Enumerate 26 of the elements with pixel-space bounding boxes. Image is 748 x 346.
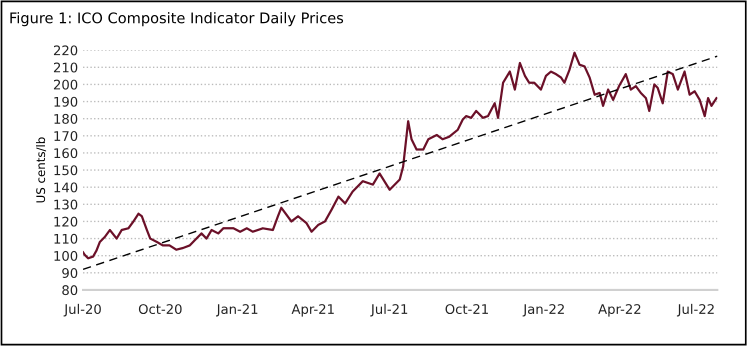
y-tick-label: 110 (54, 234, 78, 244)
y-tick-label: 190 (54, 96, 78, 107)
x-tick-label: Jul-22 (676, 304, 714, 317)
y-tick-label: 130 (54, 200, 78, 210)
y-tick-label: 100 (54, 250, 78, 261)
y-tick-label: 170 (54, 131, 78, 142)
x-tick-label: Jul-21 (370, 304, 408, 317)
x-tick-label: Apr-21 (292, 304, 334, 317)
x-tick-label: Jul-20 (64, 304, 101, 317)
y-tick-label: 210 (54, 62, 78, 72)
y-tick-label: 150 (54, 165, 78, 176)
x-tick-label: Oct-20 (138, 304, 182, 314)
x-tick-label: Oct-21 (446, 304, 488, 314)
x-tick-label: Apr-22 (598, 304, 640, 317)
chart-title: Figure 1: ICO Composite Indicator Daily Prices (10, 12, 344, 26)
y-tick-label: 220 (54, 45, 78, 56)
y-axis-title: US cents/lb (36, 137, 46, 202)
x-tick-label: Jan-22 (522, 304, 564, 317)
y-tick-label: 180 (54, 114, 78, 124)
y-tick-label: 140 (54, 182, 78, 192)
y-tick-label: 160 (54, 148, 78, 158)
y-tick-label: 200 (54, 80, 78, 90)
y-tick-label: 120 (54, 216, 78, 227)
y-tick-label: 80 (62, 285, 78, 296)
x-tick-label: Jan-21 (216, 304, 258, 317)
y-tick-label: 90 (62, 268, 78, 278)
